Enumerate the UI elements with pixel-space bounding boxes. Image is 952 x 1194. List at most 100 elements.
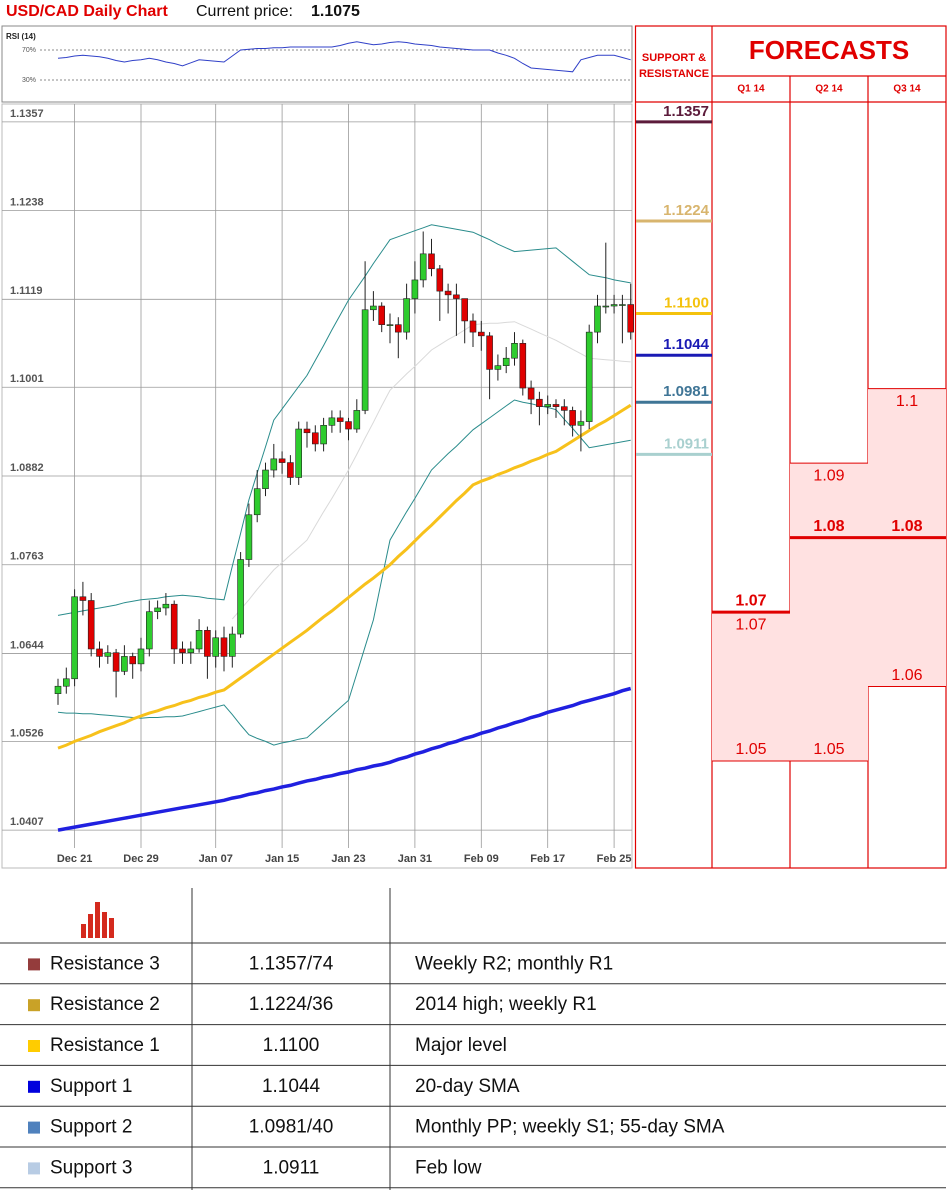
candle-body — [477, 331, 485, 337]
y-tick-label: 1.1001 — [10, 373, 44, 385]
legend-swatch — [28, 958, 40, 971]
candle-body — [162, 603, 170, 609]
current-price: 1.1075 — [311, 3, 360, 20]
candle-body — [62, 678, 70, 687]
candle-body — [204, 630, 211, 657]
indicator-line — [231, 321, 631, 620]
price-label: Current price: — [196, 3, 293, 20]
column-label: Q3 14 — [893, 84, 921, 95]
legend-swatch — [28, 1080, 40, 1093]
y-tick-label: 1.1238 — [10, 197, 44, 209]
candle-body — [370, 305, 377, 311]
y-tick-label: 1.1119 — [10, 285, 42, 297]
candle-body — [627, 304, 635, 333]
y-tick-label: 1.0526 — [10, 727, 44, 739]
candle-body — [71, 596, 78, 680]
indicator-line — [57, 224, 631, 616]
candle-body — [195, 630, 203, 650]
candle-body — [253, 488, 261, 516]
candle-body — [419, 253, 427, 281]
row-name: Resistance 3 — [50, 953, 160, 974]
levels-title: SUPPORT & RESISTANCE — [638, 52, 710, 80]
candle-body — [170, 603, 178, 650]
candle-body — [544, 404, 552, 407]
low-label: 1.05 — [813, 741, 844, 758]
candle-body — [527, 387, 535, 400]
candle-body — [394, 324, 402, 333]
x-tick-label: Jan 31 — [398, 853, 432, 865]
row-name: Support 2 — [50, 1117, 132, 1138]
candle-body — [469, 320, 477, 333]
indicator-line — [57, 686, 632, 832]
candle-body — [577, 421, 585, 426]
candle-body — [453, 294, 460, 299]
candle-body — [220, 637, 228, 657]
row-note: 20-day SMA — [415, 1076, 520, 1097]
chart-frame — [1, 103, 633, 869]
candle-body — [137, 648, 145, 665]
level-label: 1.1100 — [664, 294, 709, 311]
candle-body — [311, 432, 319, 445]
candle-body — [386, 324, 394, 326]
row-note: 2014 high; weekly R1 — [415, 994, 597, 1015]
row-name: Resistance 2 — [50, 994, 160, 1015]
level-label: 1.0911 — [664, 435, 709, 452]
y-tick-label: 1.0644 — [10, 639, 45, 651]
y-tick-label: 70% — [22, 47, 36, 54]
low-label: 1.06 — [891, 667, 922, 684]
candle-body — [154, 607, 161, 612]
median-label: 1.08 — [891, 518, 922, 535]
candle-body — [436, 268, 444, 292]
level-label: 1.1044 — [663, 336, 710, 353]
y-tick-label: 1.1357 — [10, 108, 44, 120]
candle-body — [262, 469, 269, 489]
candle-body — [237, 559, 244, 635]
y-tick-label: 1.0407 — [10, 816, 44, 828]
row-note: Major level — [415, 1035, 507, 1056]
rsi-title: RSI (14) — [6, 32, 36, 41]
row-name: Support 1 — [50, 1076, 132, 1097]
candle-body — [560, 406, 568, 411]
legend-swatch — [28, 1040, 40, 1052]
row-note: Weekly R2; monthly R1 — [415, 953, 613, 974]
candle-body — [569, 410, 576, 426]
candle-body — [270, 458, 278, 471]
candle-body — [428, 253, 435, 270]
candle-body — [112, 652, 120, 672]
candle-body — [494, 365, 502, 370]
candle-body — [278, 458, 286, 463]
indicator-line — [57, 403, 632, 750]
high-label: 1.07 — [735, 616, 766, 633]
candle-body — [411, 279, 419, 299]
table-icon — [81, 902, 114, 938]
column-label: Q1 14 — [737, 84, 765, 95]
candle-body — [96, 648, 103, 657]
median-label: 1.08 — [813, 518, 844, 535]
row-name: Resistance 1 — [50, 1035, 160, 1056]
row-level: 1.0981/40 — [249, 1117, 334, 1138]
legend-swatch — [28, 999, 40, 1012]
forecast-range — [712, 612, 790, 762]
x-tick-label: Feb 09 — [464, 853, 499, 865]
candle-body — [619, 304, 626, 306]
level-label: 1.1224 — [663, 202, 710, 219]
x-tick-label: Jan 07 — [199, 853, 233, 865]
x-tick-label: Dec 29 — [123, 853, 158, 865]
candle-body — [245, 514, 253, 560]
row-name: Support 3 — [50, 1157, 132, 1178]
candle-body — [519, 343, 527, 389]
candle-body — [461, 298, 469, 322]
row-note: Feb low — [415, 1157, 482, 1178]
x-tick-label: Dec 21 — [57, 853, 92, 865]
x-tick-label: Feb 17 — [530, 853, 565, 865]
forecast-range — [790, 463, 868, 762]
forecast-title: FORECASTS — [749, 35, 909, 65]
low-label: 1.05 — [735, 741, 766, 758]
candle-body — [502, 357, 510, 366]
candle-body — [303, 428, 311, 434]
candle-body — [345, 421, 352, 430]
candle-body — [552, 404, 560, 407]
candle-body — [610, 304, 618, 307]
